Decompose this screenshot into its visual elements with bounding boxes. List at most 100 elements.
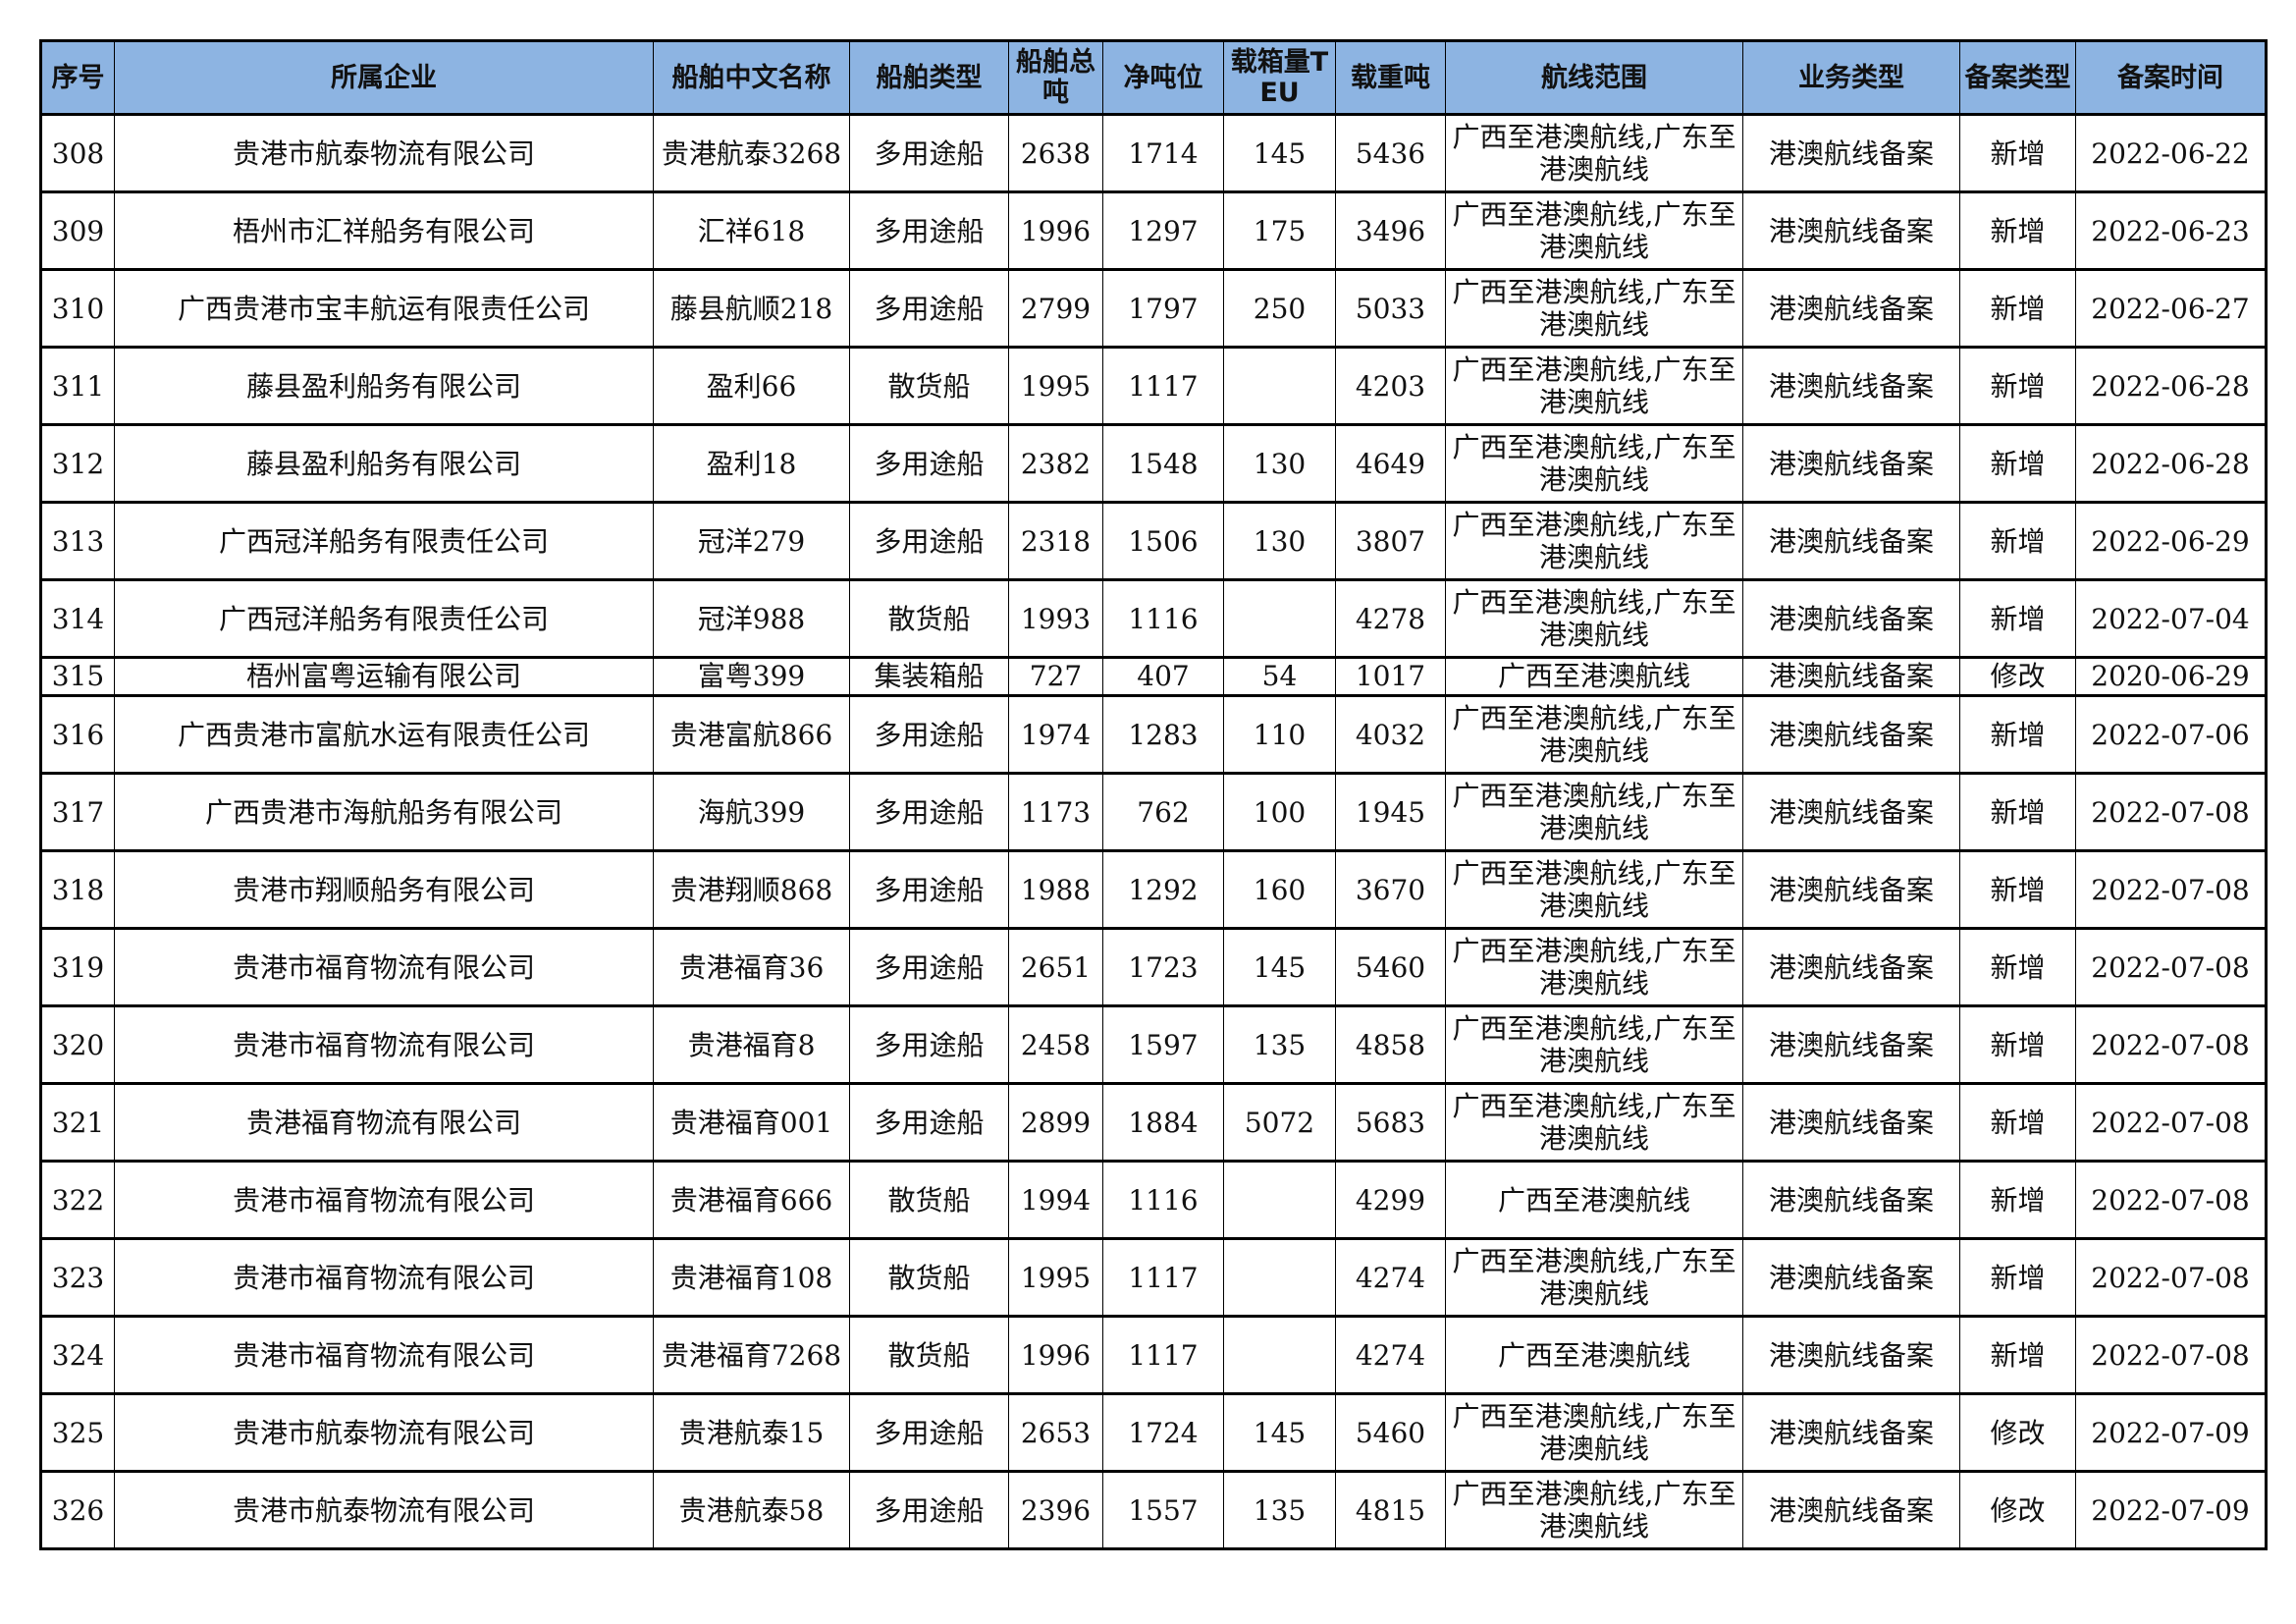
cell-seq: 309 (40, 190, 115, 271)
cell-seq: 319 (40, 927, 115, 1007)
cell-ship-name: 冠洋988 (653, 578, 850, 659)
table-row: 309 梧州市汇祥船务有限公司 汇祥618 多用途船 1996 1297 175 3496 广西… (40, 190, 2267, 271)
ship-registration-table: 序号 所属企业 船舶中文名称 船舶类型 船舶总吨 净吨位 载箱量TEU 载重吨 航线范围 业务类型… (39, 39, 2268, 1550)
cell-ship-type: 多用途船 (849, 849, 1009, 930)
cell-seq: 320 (40, 1004, 115, 1085)
cell-net-tonnage: 1723 (1102, 927, 1224, 1007)
cell-filing-date: 2022-06-28 (2075, 423, 2267, 504)
cell-ship-type: 多用途船 (849, 772, 1009, 852)
cell-seq: 317 (40, 772, 115, 852)
cell-filing-date: 2022-07-09 (2075, 1392, 2267, 1473)
table-row: 320 贵港市福育物流有限公司 贵港福育8 多用途船 2458 1597 135 4858 广西… (40, 1004, 2267, 1085)
cell-filing-type: 修改 (1959, 1392, 2076, 1473)
cell-company: 广西冠洋船务有限责任公司 (114, 501, 654, 581)
table-body: 308 贵港市航泰物流有限公司 贵港航泰3268 多用途船 2638 1714 145 543… (40, 113, 2267, 1550)
cell-filing-date: 2022-06-29 (2075, 501, 2267, 581)
cell-route: 广西至港澳航线 (1445, 1315, 1743, 1395)
cell-ship-name: 贵港航泰58 (653, 1470, 850, 1550)
cell-route: 广西至港澳航线,广东至港澳航线 (1445, 268, 1743, 349)
cell-net-tonnage: 1557 (1102, 1470, 1224, 1550)
cell-deadweight: 4274 (1335, 1315, 1446, 1395)
cell-route: 广西至港澳航线,广东至港澳航线 (1445, 1237, 1743, 1318)
cell-route: 广西至港澳航线,广东至港澳航线 (1445, 501, 1743, 581)
column-header-seq: 序号 (40, 39, 115, 116)
cell-ship-type: 散货船 (849, 578, 1009, 659)
cell-teu: 145 (1223, 113, 1336, 193)
cell-gross-tonnage: 1994 (1008, 1160, 1103, 1240)
table-row: 323 贵港市福育物流有限公司 贵港福育108 散货船 1995 1117 4274 广西至港… (40, 1237, 2267, 1318)
cell-deadweight: 4299 (1335, 1160, 1446, 1240)
cell-net-tonnage: 1117 (1102, 1237, 1224, 1318)
cell-gross-tonnage: 2899 (1008, 1082, 1103, 1163)
cell-business-type: 港澳航线备案 (1742, 849, 1960, 930)
cell-net-tonnage: 1116 (1102, 1160, 1224, 1240)
cell-deadweight: 5460 (1335, 927, 1446, 1007)
table-row: 316 广西贵港市富航水运有限责任公司 贵港富航866 多用途船 1974 1283 110… (40, 694, 2267, 775)
cell-gross-tonnage: 1993 (1008, 578, 1103, 659)
cell-deadweight: 4649 (1335, 423, 1446, 504)
cell-gross-tonnage: 2638 (1008, 113, 1103, 193)
table-row: 310 广西贵港市宝丰航运有限责任公司 藤县航顺218 多用途船 2799 1797 250… (40, 268, 2267, 349)
cell-filing-type: 新增 (1959, 190, 2076, 271)
cell-ship-name: 贵港福育7268 (653, 1315, 850, 1395)
cell-ship-name: 贵港福育108 (653, 1237, 850, 1318)
cell-business-type: 港澳航线备案 (1742, 1004, 1960, 1085)
cell-gross-tonnage: 1995 (1008, 346, 1103, 426)
cell-filing-date: 2022-06-27 (2075, 268, 2267, 349)
cell-business-type: 港澳航线备案 (1742, 268, 1960, 349)
cell-filing-type: 新增 (1959, 346, 2076, 426)
cell-teu: 5072 (1223, 1082, 1336, 1163)
cell-teu: 135 (1223, 1004, 1336, 1085)
cell-gross-tonnage: 1988 (1008, 849, 1103, 930)
cell-ship-type: 多用途船 (849, 113, 1009, 193)
cell-company: 贵港市福育物流有限公司 (114, 1237, 654, 1318)
cell-business-type: 港澳航线备案 (1742, 346, 1960, 426)
table-row: 325 贵港市航泰物流有限公司 贵港航泰15 多用途船 2653 1724 145 5460 广… (40, 1392, 2267, 1473)
cell-filing-date: 2022-07-08 (2075, 1004, 2267, 1085)
cell-ship-type: 多用途船 (849, 268, 1009, 349)
cell-company: 广西贵港市海航船务有限公司 (114, 772, 654, 852)
cell-route: 广西至港澳航线,广东至港澳航线 (1445, 1470, 1743, 1550)
cell-route: 广西至港澳航线,广东至港澳航线 (1445, 346, 1743, 426)
column-header-ship-name: 船舶中文名称 (653, 39, 850, 116)
cell-ship-type: 散货船 (849, 1160, 1009, 1240)
header-row: 序号 所属企业 船舶中文名称 船舶类型 船舶总吨 净吨位 载箱量TEU 载重吨 航线范围 业务类型… (40, 39, 2267, 116)
cell-seq: 316 (40, 694, 115, 775)
cell-ship-type: 散货船 (849, 346, 1009, 426)
cell-route: 广西至港澳航线,广东至港澳航线 (1445, 578, 1743, 659)
cell-net-tonnage: 1116 (1102, 578, 1224, 659)
cell-teu: 175 (1223, 190, 1336, 271)
cell-net-tonnage: 1292 (1102, 849, 1224, 930)
cell-business-type: 港澳航线备案 (1742, 1237, 1960, 1318)
cell-teu (1223, 1315, 1336, 1395)
table-row: 314 广西冠洋船务有限责任公司 冠洋988 散货船 1993 1116 4278 广西至港澳… (40, 578, 2267, 659)
cell-deadweight: 4274 (1335, 1237, 1446, 1318)
column-header-filing-date: 备案时间 (2075, 39, 2267, 116)
cell-gross-tonnage: 1996 (1008, 190, 1103, 271)
column-header-filing-type: 备案类型 (1959, 39, 2076, 116)
cell-business-type: 港澳航线备案 (1742, 423, 1960, 504)
cell-filing-type: 修改 (1959, 656, 2076, 697)
table-row: 322 贵港市福育物流有限公司 贵港福育666 散货船 1994 1116 4299 广西至港… (40, 1160, 2267, 1240)
cell-business-type: 港澳航线备案 (1742, 113, 1960, 193)
cell-filing-date: 2022-07-08 (2075, 849, 2267, 930)
cell-filing-date: 2022-06-22 (2075, 113, 2267, 193)
table-row: 321 贵港福育物流有限公司 贵港福育001 多用途船 2899 1884 5072 5683… (40, 1082, 2267, 1163)
cell-seq: 321 (40, 1082, 115, 1163)
cell-ship-type: 多用途船 (849, 501, 1009, 581)
cell-ship-name: 富粤399 (653, 656, 850, 697)
cell-filing-date: 2022-06-28 (2075, 346, 2267, 426)
cell-deadweight: 5436 (1335, 113, 1446, 193)
cell-ship-type: 多用途船 (849, 927, 1009, 1007)
cell-gross-tonnage: 2799 (1008, 268, 1103, 349)
cell-company: 藤县盈利船务有限公司 (114, 423, 654, 504)
table-row: 317 广西贵港市海航船务有限公司 海航399 多用途船 1173 762 100 1945 广… (40, 772, 2267, 852)
cell-seq: 311 (40, 346, 115, 426)
cell-seq: 318 (40, 849, 115, 930)
cell-route: 广西至港澳航线,广东至港澳航线 (1445, 190, 1743, 271)
column-header-business-type: 业务类型 (1742, 39, 1960, 116)
cell-business-type: 港澳航线备案 (1742, 501, 1960, 581)
cell-business-type: 港澳航线备案 (1742, 1392, 1960, 1473)
cell-filing-type: 新增 (1959, 1315, 2076, 1395)
cell-teu: 135 (1223, 1470, 1336, 1550)
